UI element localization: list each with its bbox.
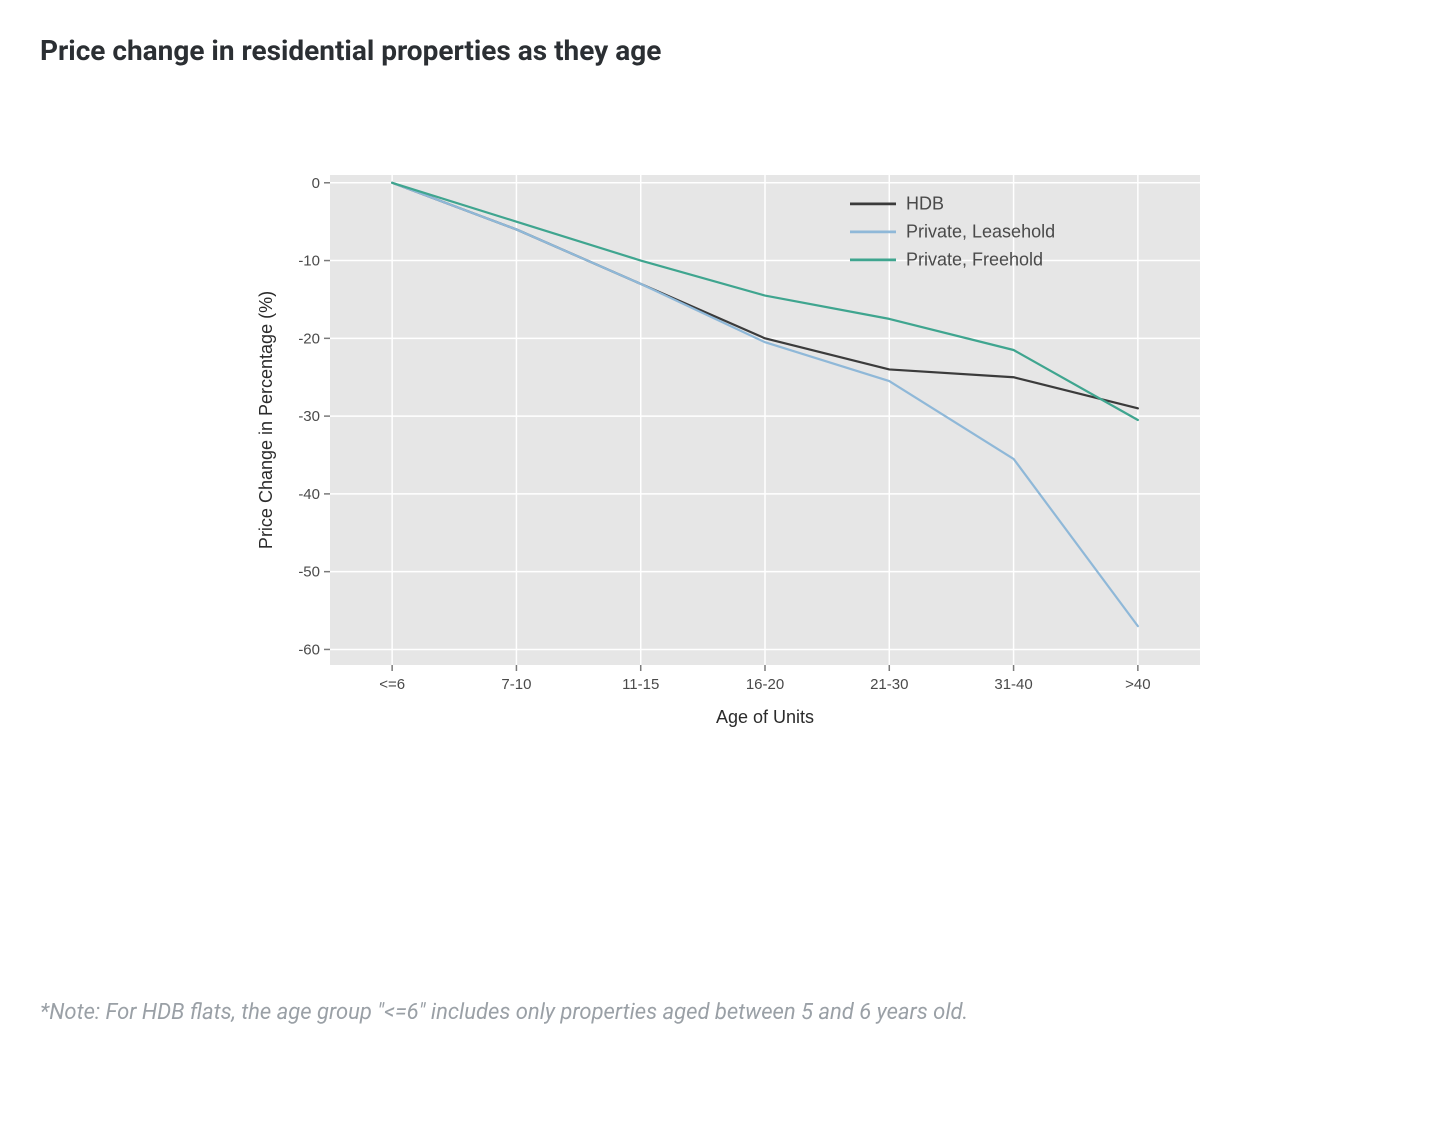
svg-text:11-15: 11-15 — [622, 676, 659, 693]
svg-text:-30: -30 — [298, 408, 320, 425]
svg-text:16-20: 16-20 — [746, 676, 784, 693]
svg-text:-40: -40 — [298, 486, 320, 503]
svg-text:0: 0 — [312, 175, 320, 192]
chart-svg: 0 -10 -20 -30 -40 -50 -60 <=6 7-10 11-15 16-20 21-3… — [250, 155, 1210, 795]
svg-text:-50: -50 — [298, 564, 320, 581]
line-chart: 0 -10 -20 -30 -40 -50 -60 <=6 7-10 11-15 16-20 21-3… — [250, 155, 1210, 795]
svg-text:-20: -20 — [298, 330, 320, 347]
svg-text:Price Change in Percentage (%): Price Change in Percentage (%) — [256, 291, 276, 549]
svg-text:<=6: <=6 — [379, 676, 405, 693]
svg-text:-60: -60 — [298, 641, 320, 658]
svg-text:HDB: HDB — [906, 193, 944, 213]
page: Price change in residential properties a… — [0, 0, 1444, 1128]
svg-text:Private, Freehold: Private, Freehold — [906, 249, 1043, 269]
page-title: Price change in residential properties a… — [40, 34, 1404, 67]
svg-text:Private, Leasehold: Private, Leasehold — [906, 221, 1055, 241]
svg-text:Age of Units: Age of Units — [716, 707, 814, 727]
footnote: *Note: For HDB flats, the age group "<=6… — [40, 1000, 968, 1025]
svg-text:>40: >40 — [1125, 676, 1150, 693]
svg-text:7-10: 7-10 — [501, 676, 531, 693]
svg-text:-10: -10 — [298, 253, 320, 270]
svg-text:21-30: 21-30 — [870, 676, 908, 693]
svg-text:31-40: 31-40 — [994, 676, 1032, 693]
